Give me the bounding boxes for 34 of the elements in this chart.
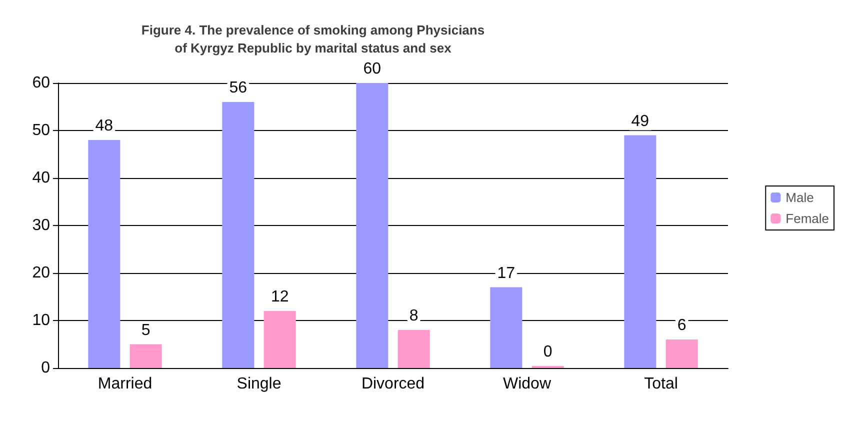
data-label: 6 <box>677 317 686 334</box>
legend-label: Male <box>786 190 814 205</box>
x-tick-label: Married <box>98 376 152 392</box>
y-tick-label: 0 <box>41 360 50 376</box>
y-tick-label: 30 <box>32 217 50 234</box>
bar <box>222 102 254 368</box>
data-label: 17 <box>497 264 516 282</box>
bar <box>356 83 388 368</box>
data-label: 12 <box>270 288 289 306</box>
bar <box>666 340 698 368</box>
bar <box>88 140 120 368</box>
data-label: 49 <box>631 112 650 130</box>
data-label: 0 <box>543 344 552 360</box>
bar <box>130 344 162 368</box>
y-tick-label: 40 <box>32 170 50 186</box>
y-tick-label: 50 <box>32 122 50 139</box>
y-tick-label: 10 <box>32 312 50 329</box>
data-label: 8 <box>409 308 418 324</box>
bar <box>264 311 296 368</box>
x-tick-label: Total <box>644 376 678 392</box>
data-label: 48 <box>95 118 114 134</box>
chart-title: Figure 4. The prevalence of smoking among Physicians of Kyrgyz Republic by marital status and sex <box>141 22 485 56</box>
bar <box>624 135 656 368</box>
data-label: 60 <box>363 60 382 78</box>
data-label: 56 <box>229 80 248 96</box>
x-tick-label: Single <box>236 376 282 392</box>
legend-label: Female <box>786 211 830 226</box>
bar <box>490 287 522 368</box>
y-tick-label: 20 <box>32 264 50 282</box>
x-tick-label: Divorced <box>361 376 425 392</box>
bar <box>398 330 430 368</box>
x-tick-label: Widow <box>502 376 552 392</box>
data-label: 5 <box>141 322 150 339</box>
y-tick-label: 60 <box>32 74 50 92</box>
